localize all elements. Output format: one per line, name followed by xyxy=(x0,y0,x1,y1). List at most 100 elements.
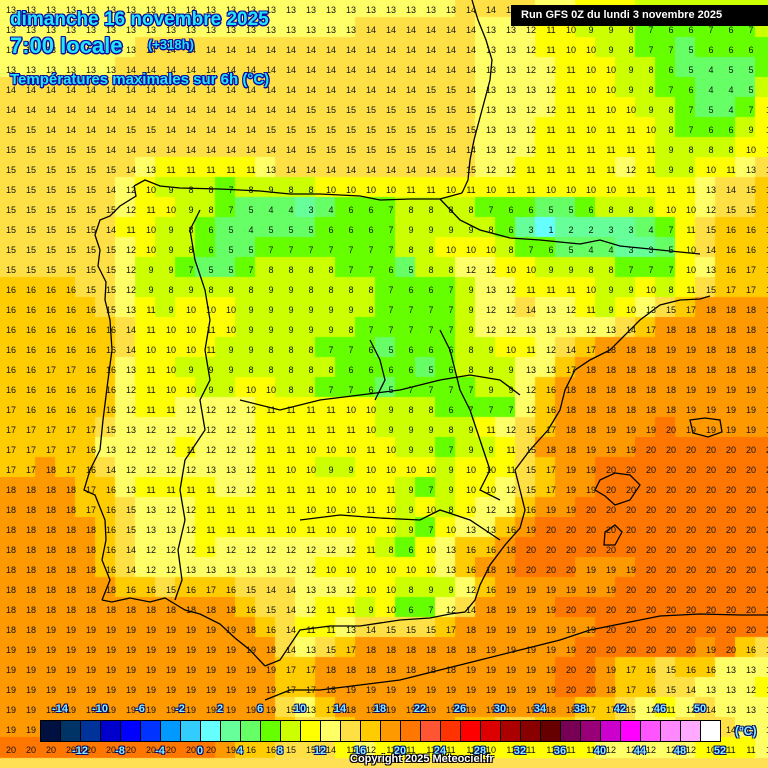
grid-value: 14 xyxy=(465,45,476,55)
grid-value: 20 xyxy=(745,445,756,455)
grid-value: 7 xyxy=(288,245,294,255)
grid-value: 19 xyxy=(185,665,196,675)
grid-value: 18 xyxy=(705,345,716,355)
grid-value: 5 xyxy=(228,225,234,235)
grid-value: 15 xyxy=(5,185,16,195)
grid-value: 14 xyxy=(425,45,436,55)
grid-value: 10 xyxy=(145,245,156,255)
grid-value: 19 xyxy=(105,645,116,655)
grid-value: 11 xyxy=(186,485,196,495)
grid-value: 11 xyxy=(186,165,196,175)
grid-value: 9 xyxy=(608,25,614,35)
grid-value: 9 xyxy=(468,425,474,435)
grid-value: 19 xyxy=(185,705,196,715)
grid-value: 10 xyxy=(425,565,436,575)
grid-value: 11 xyxy=(206,485,216,495)
grid-value: 20 xyxy=(761,464,768,484)
grid-value: 19 xyxy=(265,705,276,715)
grid-value: 5 xyxy=(248,205,254,215)
grid-value: 13 xyxy=(725,705,736,715)
grid-value: 12 xyxy=(185,465,196,475)
grid-value: 9 xyxy=(268,285,274,295)
grid-value: 13 xyxy=(105,65,116,75)
grid-value: 19 xyxy=(585,625,596,635)
grid-value: 15 xyxy=(405,105,416,115)
grid-value: 14 xyxy=(325,45,336,55)
grid-value: 18 xyxy=(5,505,16,515)
grid-value: 15 xyxy=(5,225,16,235)
grid-value: 16 xyxy=(45,345,56,355)
grid-value: 6 xyxy=(348,365,354,375)
grid-value: 18 xyxy=(625,345,636,355)
grid-value: 18 xyxy=(745,305,756,315)
grid-value: 20 xyxy=(645,645,656,655)
grid-value: 20 xyxy=(625,465,636,475)
grid-value: 6 xyxy=(448,345,454,355)
grid-value: 19 xyxy=(725,385,736,395)
grid-value: 10 xyxy=(165,345,176,355)
grid-value: 12 xyxy=(165,545,176,555)
grid-value: 13 xyxy=(745,665,756,675)
grid-value: 8 xyxy=(688,165,694,175)
grid-value: 18 xyxy=(425,665,436,675)
grid-value: 20 xyxy=(665,625,676,635)
legend-tick-bottom: 40 xyxy=(593,745,607,757)
grid-value: 18 xyxy=(45,465,56,475)
grid-value: 12 xyxy=(465,585,476,595)
grid-value: 20 xyxy=(525,545,536,555)
grid-value: 6 xyxy=(761,64,768,84)
grid-value: 11 xyxy=(566,285,576,295)
grid-value: 12 xyxy=(185,505,196,515)
grid-value: 7 xyxy=(688,105,694,115)
grid-value: 10 xyxy=(165,385,176,395)
grid-value: 13 xyxy=(485,45,496,55)
grid-value: 9 xyxy=(388,405,394,415)
grid-value: 12 xyxy=(665,745,676,755)
grid-value: 15 xyxy=(25,265,36,275)
grid-value: 11 xyxy=(566,85,576,95)
grid-value: 12 xyxy=(745,685,756,695)
grid-value: 14 xyxy=(425,65,436,75)
grid-value: 19 xyxy=(465,665,476,675)
grid-value: 10 xyxy=(405,465,416,475)
grid-value: 11 xyxy=(546,25,556,35)
grid-value: 19 xyxy=(545,585,556,595)
grid-value: 14 xyxy=(265,65,276,75)
grid-value: 11 xyxy=(626,185,636,195)
grid-value: 20 xyxy=(745,585,756,595)
grid-value: 20 xyxy=(5,745,16,755)
grid-value: 8 xyxy=(688,145,694,155)
grid-value: 7 xyxy=(648,45,654,55)
grid-value: 18 xyxy=(25,565,36,575)
grid-value: 17 xyxy=(605,705,616,715)
grid-value: 16 xyxy=(5,345,16,355)
grid-value: 11 xyxy=(606,125,616,135)
grid-value: 10 xyxy=(665,205,676,215)
grid-value: 14 xyxy=(185,105,196,115)
grid-value: 13 xyxy=(545,365,556,375)
grid-value: 18 xyxy=(385,665,396,675)
grid-value: 6 xyxy=(348,225,354,235)
grid-value: 8 xyxy=(308,385,314,395)
legend-tick-bottom: 32 xyxy=(513,745,527,757)
grid-value: 12 xyxy=(225,425,236,435)
grid-value: 5 xyxy=(708,105,714,115)
grid-value: 19 xyxy=(385,685,396,695)
grid-value: 20 xyxy=(725,505,736,515)
grid-value: 7 xyxy=(688,125,694,135)
grid-value: 12 xyxy=(685,745,696,755)
grid-value: 14 xyxy=(405,165,416,175)
grid-value: 9 xyxy=(228,365,234,375)
grid-value: 12 xyxy=(485,165,496,175)
grid-value: 7 xyxy=(428,605,434,615)
grid-value: 19 xyxy=(705,385,716,395)
grid-value: 11 xyxy=(546,145,556,155)
legend-swatch xyxy=(481,721,501,741)
grid-value: 15 xyxy=(5,125,16,135)
grid-value: 15 xyxy=(165,585,176,595)
grid-value: 14 xyxy=(45,85,56,95)
grid-value: 9 xyxy=(408,505,414,515)
grid-value: 8 xyxy=(168,285,174,295)
grid-value: 15 xyxy=(325,125,336,135)
